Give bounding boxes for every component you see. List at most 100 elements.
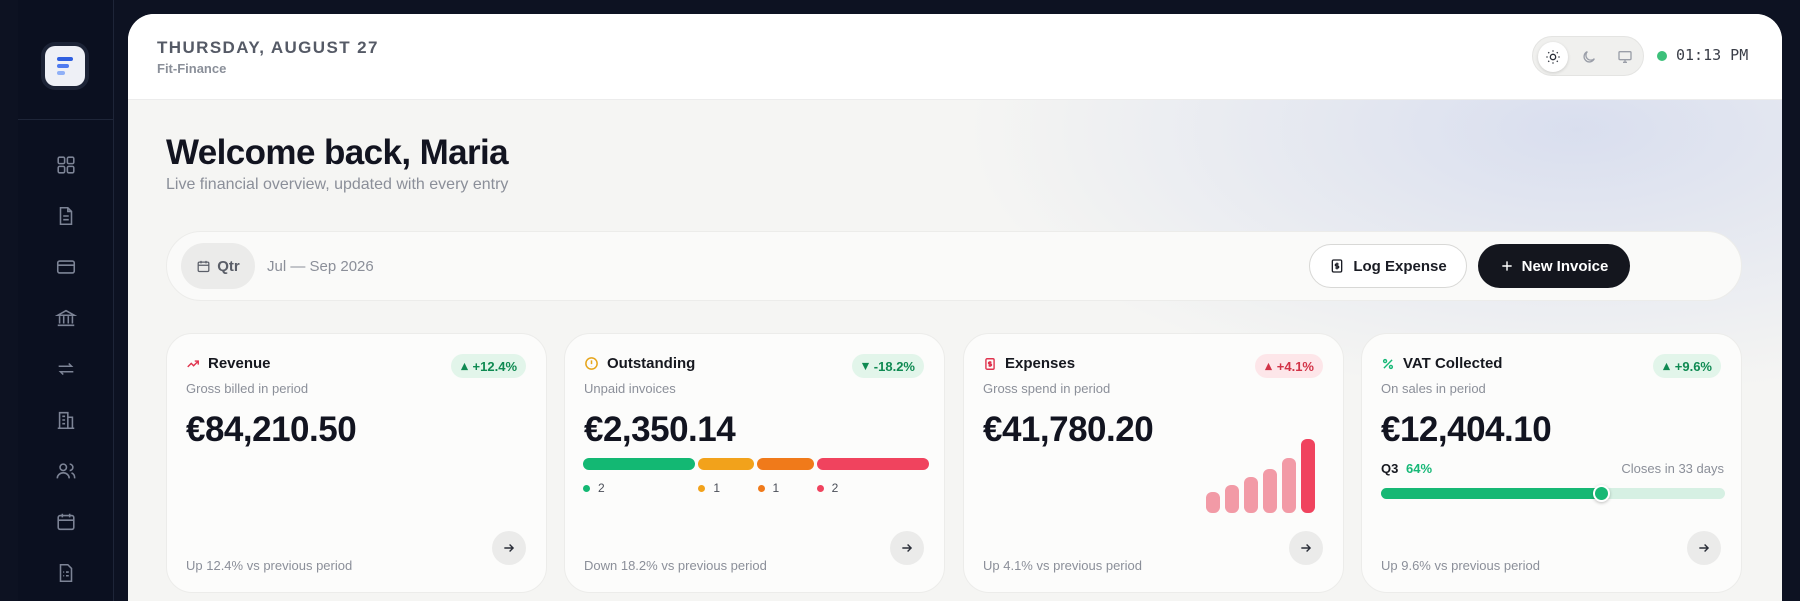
sidebar-item-reports[interactable] [18,547,114,598]
arrow-right-icon [1301,544,1312,552]
vat-card: VAT Collected +9.6% On sales in period €… [1361,333,1742,593]
outstanding-amount: €2,350.14 [584,410,736,449]
sidebar-item-transfers[interactable] [18,343,114,394]
vat-title: VAT Collected [1403,355,1503,372]
transfer-icon [58,362,74,375]
system-theme-button[interactable] [1610,42,1640,72]
building-icon [57,411,75,429]
users-icon [56,462,76,478]
new-invoice-button[interactable]: New Invoice [1478,244,1630,288]
expenses-details-button[interactable] [1289,531,1323,565]
dark-theme-button[interactable] [1574,42,1604,72]
aging-legend-item: 1 [698,481,720,495]
expenses-mini-bar [1282,458,1296,513]
expenses-mini-bar [1206,492,1220,513]
receipt-icon [1331,259,1343,273]
revenue-title: Revenue [208,355,271,372]
sidebar-item-cards[interactable] [18,241,114,292]
aging-segment [583,458,696,470]
outstanding-change-badge: -18.2% [851,354,924,378]
aging-segment-bar [583,458,929,470]
outstanding-details-button[interactable] [890,531,924,565]
outstanding-footer: Down 18.2% vs previous period [584,558,767,573]
expenses-footer: Up 4.1% vs previous period [983,558,1142,573]
sidebar-item-banking[interactable] [18,292,114,343]
vat-quarter: Q3 [1381,461,1399,476]
legend-count: 1 [772,481,780,495]
log-expense-button[interactable]: Log Expense [1309,244,1467,288]
vat-progress-handle[interactable] [1593,485,1611,502]
aging-legend: 2 1 1 2 [583,481,929,497]
revenue-card: Revenue +12.4% Gross billed in period €8… [166,333,547,593]
theme-toggle [1532,36,1644,76]
vat-progress-percent: 64% [1406,461,1433,476]
page-title: Welcome back, Maria [166,133,509,172]
vat-footer: Up 9.6% vs previous period [1381,558,1540,573]
legend-count: 1 [713,481,721,495]
calendar-icon [57,513,75,530]
expenses-mini-bar [1244,477,1258,513]
vat-details-button[interactable] [1687,531,1721,565]
bank-icon [55,309,77,326]
monitor-icon [1618,51,1632,63]
outstanding-change-value: -18.2% [873,358,915,374]
arrow-right-icon [1699,544,1710,552]
alert-circle-icon [585,357,598,370]
trending-up-icon [187,359,199,367]
sidebar-item-documents[interactable] [18,190,114,241]
app-name: Fit-Finance [157,61,227,76]
vat-closes-in: Closes in 33 days [1621,461,1724,476]
expenses-change-badge: +4.1% [1254,354,1323,378]
legend-dot [583,484,590,492]
expenses-card-header: Expenses [983,355,1075,372]
outstanding-card: Outstanding -18.2% Unpaid invoices €2,35… [564,333,945,593]
main-panel: THURSDAY, AUGUST 27 Fit-Finance 01:13 PM… [128,14,1782,601]
revenue-details-button[interactable] [492,531,526,565]
app-logo[interactable] [45,46,85,86]
credit-card-icon [56,259,76,274]
outstanding-card-header: Outstanding [584,355,695,372]
sidebar-divider [18,119,114,120]
sidebar [18,0,114,601]
sidebar-nav [18,139,114,598]
aging-segment [698,458,755,470]
aging-legend-item: 1 [757,481,780,495]
current-date: THURSDAY, AUGUST 27 [157,38,379,57]
period-label: Qtr [217,257,240,275]
expenses-mini-bar [1225,485,1239,513]
revenue-change-badge: +12.4% [450,354,526,378]
aging-legend-item: 2 [816,481,839,495]
expenses-subtitle: Gross spend in period [983,381,1111,396]
expenses-card: Expenses +4.1% Gross spend in period €41… [963,333,1344,593]
page-subtitle: Live financial overview, updated with ev… [166,176,509,193]
legend-dot [816,484,824,492]
sidebar-item-companies[interactable] [18,394,114,445]
new-invoice-label: New Invoice [1521,257,1609,275]
outstanding-subtitle: Unpaid invoices [584,381,676,396]
arrow-right-icon [902,544,913,552]
revenue-amount: €84,210.50 [186,410,357,449]
expenses-amount: €41,780.20 [983,410,1154,449]
light-theme-button[interactable] [1538,42,1568,72]
expenses-change-value: +4.1% [1276,358,1314,374]
receipt-icon [985,357,995,370]
expenses-mini-bar [1301,439,1315,513]
sidebar-item-dashboard[interactable] [18,139,114,190]
vat-progress-fill [1381,488,1602,499]
triangle-up-icon [1662,362,1670,370]
aging-legend-item: 2 [583,481,605,495]
moon-icon [1583,51,1595,63]
clock: 01:13 PM [1676,46,1749,64]
legend-count: 2 [831,481,839,495]
sidebar-item-calendar[interactable] [18,496,114,547]
expenses-title: Expenses [1005,355,1076,372]
sun-icon [1546,50,1560,64]
vat-progress-track [1381,485,1725,502]
revenue-card-header: Revenue [186,355,271,372]
sidebar-item-contacts[interactable] [18,445,114,496]
triangle-up-icon [460,362,468,370]
grid-icon [57,155,75,174]
top-bar: THURSDAY, AUGUST 27 Fit-Finance 01:13 PM [128,14,1782,100]
period-selector[interactable]: Qtr [181,243,255,289]
period-range: Jul — Sep 2026 [267,258,374,275]
